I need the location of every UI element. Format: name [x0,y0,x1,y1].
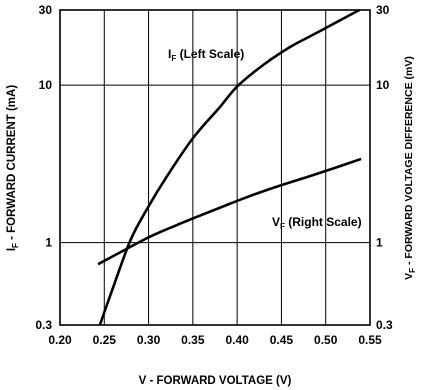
annotation-vf-right-scale: VF (Right Scale) [272,215,362,231]
x-tick-label: 0.20 [48,333,72,347]
y-tick-label-left: 1 [45,236,52,250]
y-axis-title-left: IF - FORWARD CURRENT (mA) [6,85,20,251]
y-tick-label-left: 10 [39,78,53,92]
annotation-if-left-scale: IF (Left Scale) [168,47,244,63]
y-tick-label-right: 0.3 [376,318,393,332]
y-tick-label-right: 30 [376,3,390,17]
tick-labels: 0.20 0.25 0.30 0.35 0.40 0.45 0.50 0.550.311030… [35,3,393,347]
series-line-if [98,8,360,326]
x-tick-label: 0.40 [225,333,249,347]
x-tick-label: 0.50 [314,333,338,347]
y-tick-label-left: 30 [39,3,53,17]
y-axis-title-right: VF - FORWARD VOLTAGE DIFFERENCE (mV) [403,56,417,280]
x-axis-title: V - FORWARD VOLTAGE (V) [139,375,292,387]
x-tick-label: 0.55 [358,333,382,347]
series-lines [97,8,362,326]
grid-lines [60,10,370,325]
x-tick-label: 0.30 [137,333,161,347]
y-tick-label-right: 1 [376,236,383,250]
plot-frame [59,9,371,326]
series-line-vf [97,157,362,266]
y-tick-label-right: 10 [376,78,390,92]
x-tick-label: 0.35 [181,333,205,347]
x-tick-label: 0.25 [93,333,117,347]
y-tick-label-left: 0.3 [35,318,52,332]
x-tick-label: 0.45 [270,333,294,347]
